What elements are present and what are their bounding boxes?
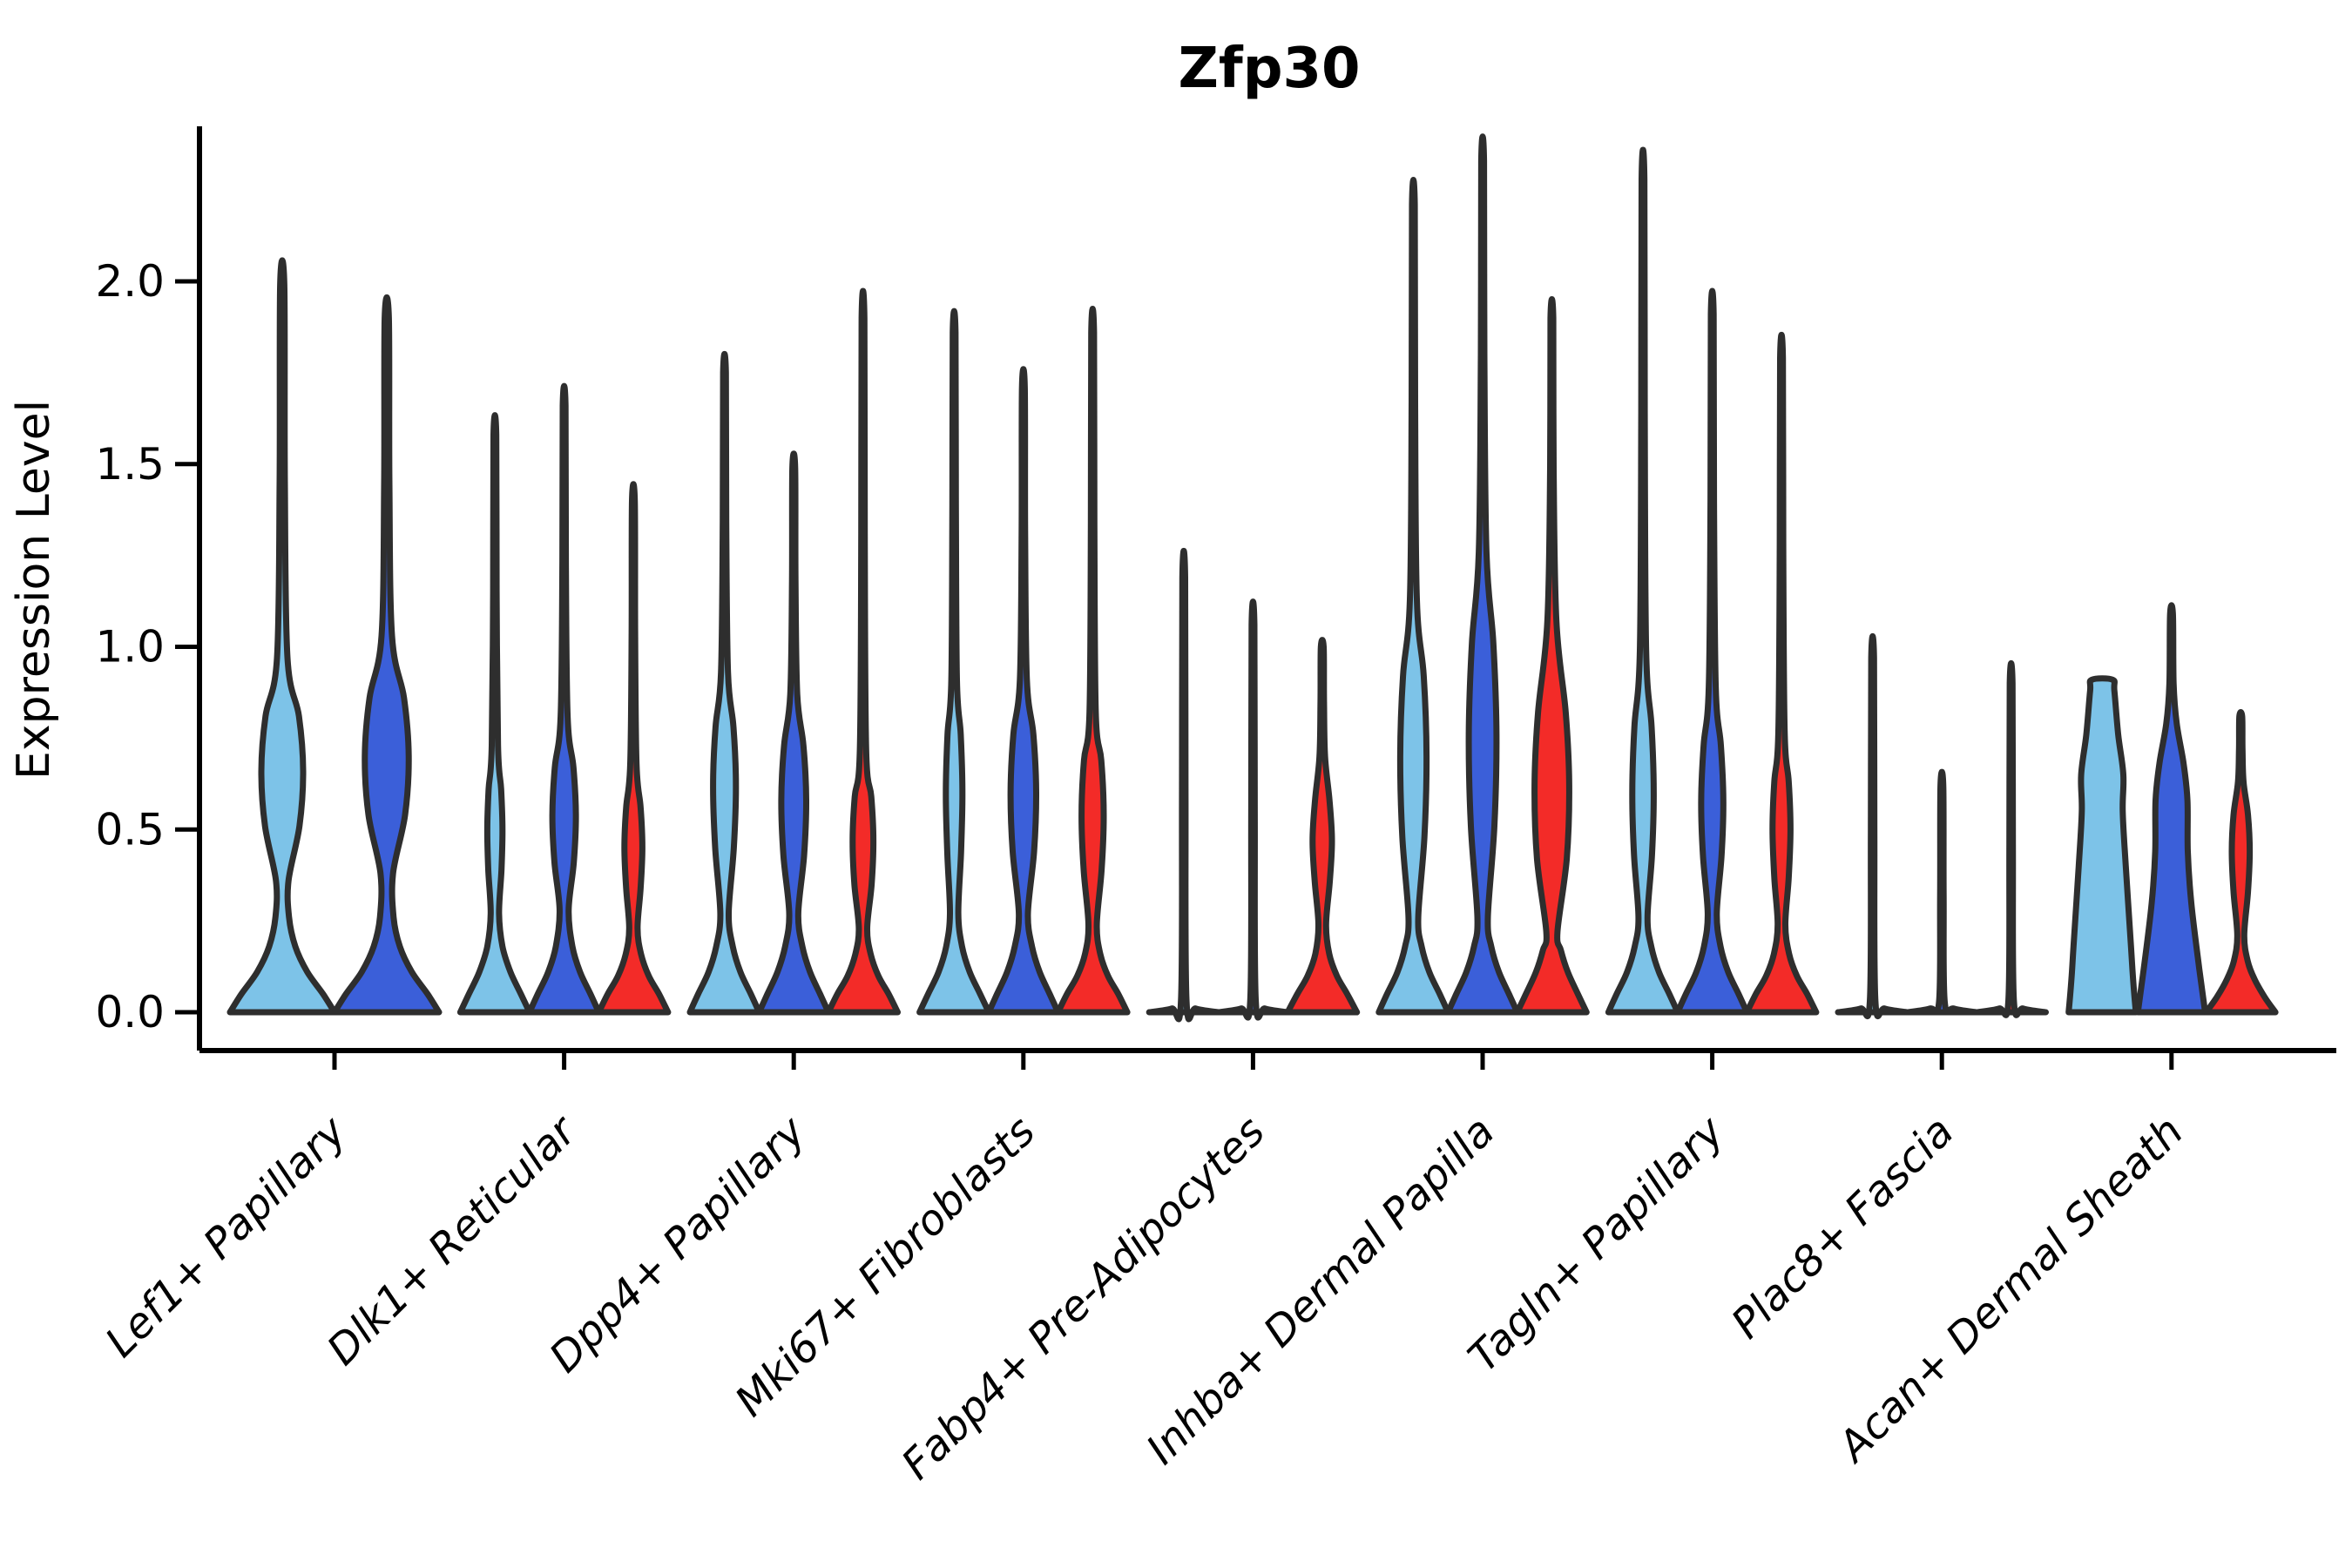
x-tick-label: Plac8+ Fascia	[1722, 1107, 1963, 1348]
violin-fabp4-pre-adipocytes-red	[1284, 637, 1361, 1016]
violin-dpp4-papillary-light_blue	[686, 350, 762, 1016]
violin-plac8-fascia-light_blue	[1835, 633, 1910, 1019]
violin-inhba-dermal-papilla-red	[1514, 295, 1590, 1016]
y-tick-label: 0.5	[95, 804, 165, 855]
violin-inhba-dermal-papilla-light_blue	[1375, 177, 1451, 1016]
violin-dpp4-papillary-blue	[756, 450, 832, 1016]
violin-dpp4-papillary-red	[825, 287, 901, 1016]
violin-dlk1-reticular-blue	[526, 382, 602, 1016]
violin-acan-dermal-sheath-blue	[2134, 602, 2208, 1016]
violin-fabp4-pre-adipocytes-light_blue	[1146, 547, 1222, 1023]
violin-dlk1-reticular-red	[595, 481, 672, 1016]
violin-acan-dermal-sheath-red	[2203, 708, 2279, 1016]
x-tick-label: Dpp4+ Papillary	[540, 1106, 815, 1382]
violin-inhba-dermal-papilla-blue	[1444, 133, 1521, 1016]
violin-dlk1-reticular-light_blue	[456, 412, 533, 1016]
y-tick-label: 1.5	[95, 439, 165, 490]
violin-tagln-papillary-blue	[1674, 287, 1750, 1016]
y-tick-label: 1.0	[95, 622, 165, 672]
x-tick-label: Lef1+ Papillary	[96, 1106, 356, 1367]
x-tick-label: Fabp4+ Pre-Adipocytes	[892, 1107, 1274, 1490]
y-axis-label: Expression Level	[8, 400, 60, 780]
violin-mki67-fibroblasts-light_blue	[916, 308, 992, 1016]
violin-fabp4-pre-adipocytes-blue	[1215, 598, 1291, 1021]
y-tick-label: 2.0	[95, 256, 165, 307]
violin-mki67-fibroblasts-blue	[985, 366, 1062, 1016]
violin-tagln-papillary-light_blue	[1605, 146, 1681, 1016]
x-tick-label: Tagln+ Papillary	[1459, 1106, 1734, 1382]
violin-mki67-fibroblasts-red	[1055, 306, 1131, 1016]
violin-tagln-papillary-red	[1743, 332, 1820, 1016]
chart-title: Zfp30	[1178, 37, 1360, 101]
violins-layer	[226, 133, 2279, 1023]
violin-plac8-fascia-blue	[1904, 768, 1980, 1016]
violin-acan-dermal-sheath-light_blue	[2065, 675, 2139, 1016]
y-tick-label: 0.0	[95, 987, 165, 1037]
violin-lef1-papillary-blue	[331, 294, 443, 1016]
violin-plac8-fascia-red	[1973, 659, 2049, 1018]
x-tick-label: Dlk1+ Reticular	[318, 1105, 588, 1375]
violin-lef1-papillary-light_blue	[226, 257, 338, 1016]
